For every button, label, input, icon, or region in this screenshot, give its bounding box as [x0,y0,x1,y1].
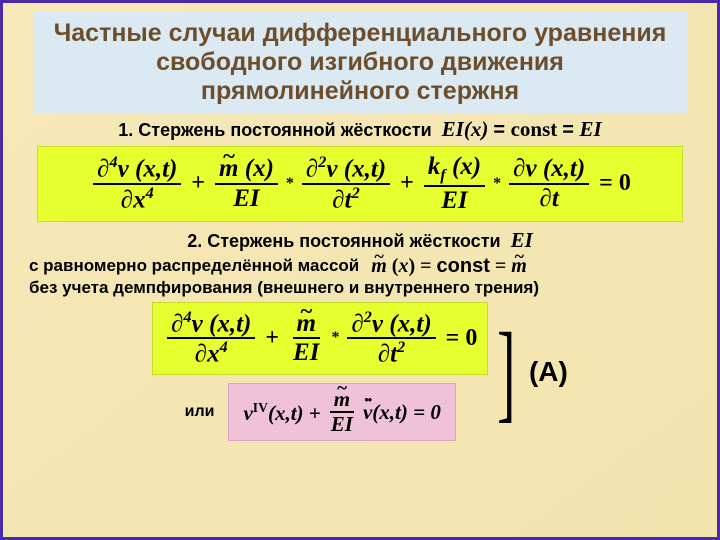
eq1-term3a: kf (x) EI [424,153,485,214]
slide-title: Частные случаи дифференциального уравнен… [33,11,687,113]
slide: Частные случаи дифференциального уравнен… [0,0,720,540]
case-1-text: 1. Стержень постоянной жёсткости [118,120,431,140]
ei-of-x: EI(x) [442,117,489,141]
eq2-term2a: m EI [289,310,323,367]
or-label: или [185,403,215,421]
eq3-lhs-b: v(x,t) = 0 [363,401,441,424]
eq3-frac: m EI [327,388,357,436]
case-2-sub2: без учета демпфирования (внешнего и внут… [29,278,697,298]
equation-1-box: ∂4v (x,t) ∂x4 + m (x) EI * ∂2v (x,t) ∂t2… [37,146,683,221]
eq2-term1: ∂4v (x,t) ∂x4 [167,309,255,369]
mult-op: * [282,175,298,193]
eq1-term3b: ∂v (x,t) ∂t [509,155,589,212]
bracket-icon: ] [497,322,515,421]
case-2-heading: 2. Стержень постоянной жёсткости EI [23,228,697,253]
eq1-term1: ∂4v (x,t) ∂x4 [93,154,181,214]
plus-op-2: + [394,170,420,197]
case-2-text: 2. Стержень постоянной жёсткости [187,231,500,251]
equation-2-box: ∂4v (x,t) ∂x4 + m EI * ∂2v (x,t) ∂t2 = 0 [152,302,488,376]
plus-op: + [185,170,211,197]
bottom-equation-group: ∂4v (x,t) ∂x4 + m EI * ∂2v (x,t) ∂t2 = 0 [23,302,697,442]
case-2-sub1: с равномерно распределённой массой m (x)… [29,255,697,278]
mass-text: с равномерно распределённой массой [29,256,359,276]
eq2-rhs: = 0 [440,325,478,352]
case-1-heading: 1. Стержень постоянной жёсткости EI(x) =… [23,117,697,142]
m-const-expr: m (x) = const = m [371,255,527,278]
eq3-lhs-a: vIV(x,t) + [243,400,320,425]
eq1-term2b: ∂2v (x,t) ∂t2 [302,154,390,214]
eq1-term2a: m (x) EI [215,155,278,212]
mult-op-2: * [489,175,505,193]
eq2-term2b: ∂2v (x,t) ∂t2 [347,309,435,369]
eq-label-a: (A) [529,356,568,388]
const-label: const [511,117,558,141]
eq1-rhs: = 0 [593,170,631,197]
equation-3-box: vIV(x,t) + m EI v(x,t) = 0 [228,383,455,441]
ei-label: EI [580,117,602,141]
